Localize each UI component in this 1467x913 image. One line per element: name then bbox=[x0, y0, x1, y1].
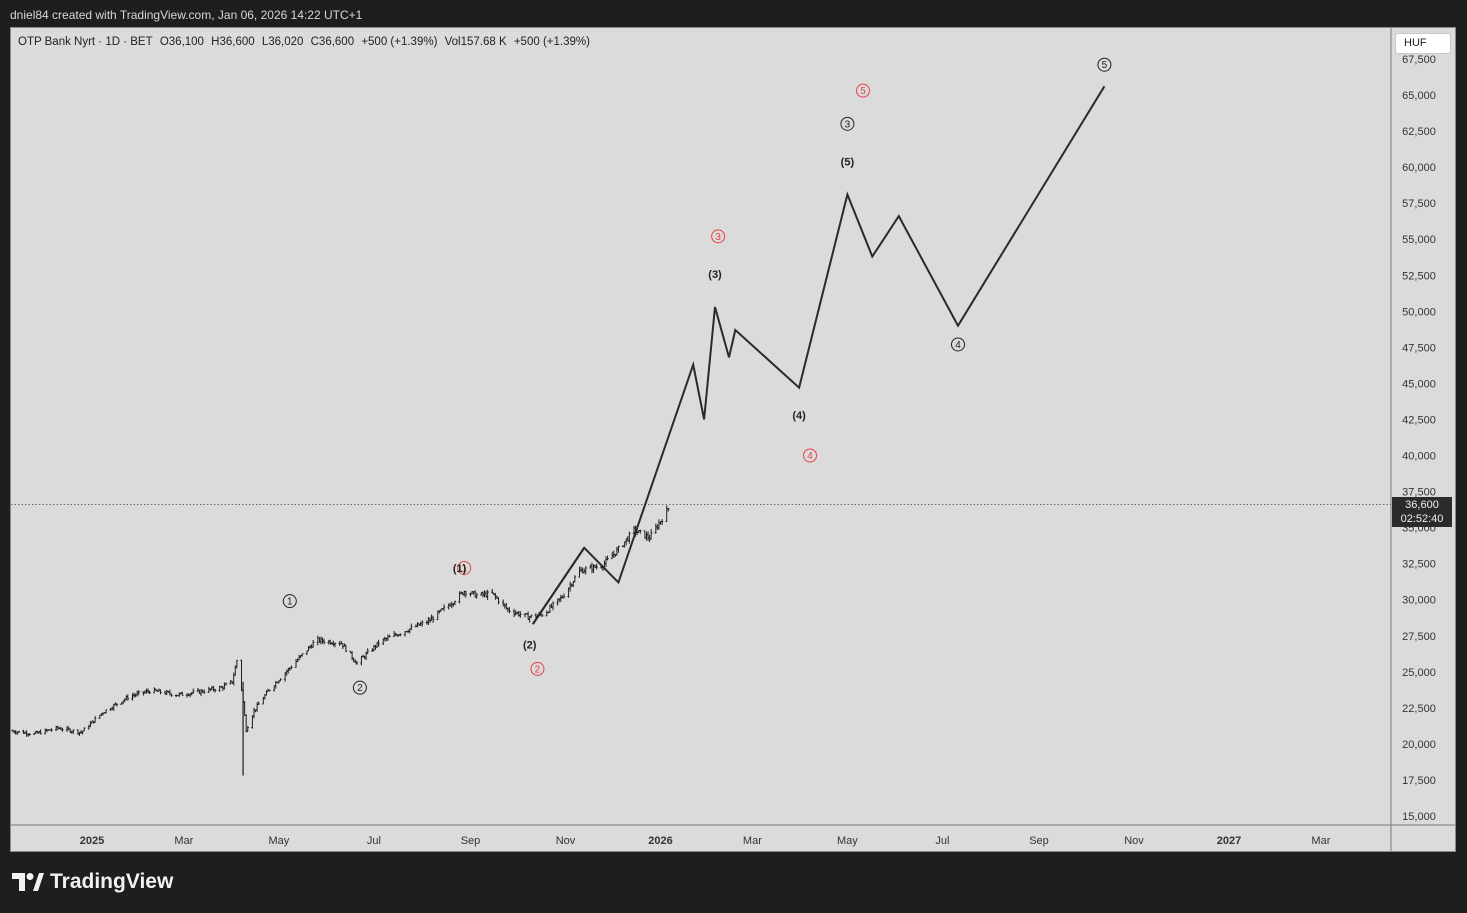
y-tick-label: 42,500 bbox=[1402, 414, 1436, 426]
wave-label: 3 bbox=[715, 232, 721, 243]
wave-label-circle bbox=[282, 594, 297, 609]
symbol-name[interactable]: OTP Bank Nyrt · 1D · BET bbox=[18, 36, 153, 48]
wave-label-circle bbox=[950, 337, 965, 352]
wave-label-circle bbox=[803, 448, 818, 463]
low-value: L36,020 bbox=[261, 36, 304, 48]
last-price-tag: 36,600 02:52:40 bbox=[1392, 497, 1452, 527]
wave-label-circle bbox=[711, 229, 726, 244]
volume-change-value: +500 (+1.39%) bbox=[513, 36, 590, 48]
x-tick-label: May bbox=[837, 835, 858, 847]
wave-label: 1 bbox=[461, 563, 467, 574]
last-price-value: 36,600 bbox=[1405, 499, 1439, 511]
x-tick-label: Jul bbox=[935, 835, 949, 847]
tradingview-logo-icon bbox=[12, 873, 44, 891]
elliott-wave-projection bbox=[531, 85, 1106, 625]
wave-label: 2 bbox=[357, 683, 363, 694]
y-tick-label: 27,500 bbox=[1402, 631, 1436, 643]
y-tick-label: 30,000 bbox=[1402, 595, 1436, 607]
wave-label: (4) bbox=[792, 410, 806, 422]
wave-label: (2) bbox=[523, 639, 537, 651]
y-tick-label: 45,000 bbox=[1402, 378, 1436, 390]
x-tick-label: 2026 bbox=[648, 835, 672, 847]
x-tick-label: 2027 bbox=[1217, 835, 1241, 847]
projection-path bbox=[531, 547, 586, 625]
y-tick-label: 60,000 bbox=[1402, 162, 1436, 174]
brand-name: TradingView bbox=[50, 870, 174, 893]
x-tick-label: Mar bbox=[174, 835, 193, 847]
y-tick-label: 25,000 bbox=[1402, 667, 1436, 679]
y-tick-label: 55,000 bbox=[1402, 234, 1436, 246]
wave-label-circle bbox=[840, 116, 855, 131]
open-value: O36,100 bbox=[159, 36, 204, 48]
candlestick-series bbox=[11, 505, 670, 776]
countdown-value: 02:52:40 bbox=[1400, 513, 1444, 525]
x-tick-label: Mar bbox=[1311, 835, 1330, 847]
wave-label-circle bbox=[855, 83, 870, 98]
chart-frame[interactable] bbox=[10, 27, 1456, 852]
wave-label: 3 bbox=[845, 119, 851, 130]
x-tick-label: Sep bbox=[461, 835, 481, 847]
y-tick-label: 65,000 bbox=[1402, 90, 1436, 102]
change-value: +500 (+1.39%) bbox=[361, 36, 438, 48]
y-tick-label: 37,500 bbox=[1402, 487, 1436, 499]
projection-path bbox=[531, 85, 1106, 625]
x-tick-label: 2025 bbox=[80, 835, 104, 847]
x-tick-label: Nov bbox=[556, 835, 576, 847]
y-tick-label: 40,000 bbox=[1402, 451, 1436, 463]
time-axis: 2025 Mar May Jul Sep Nov 2026 Mar May Jul Sep Nov 20… bbox=[80, 835, 1331, 847]
wave-label-circle bbox=[457, 560, 472, 575]
x-tick-label: Jul bbox=[367, 835, 381, 847]
wave-label-circle bbox=[1097, 57, 1112, 72]
wave-label: 5 bbox=[860, 86, 866, 97]
y-tick-label: 32,500 bbox=[1402, 559, 1436, 571]
wave-label-circle bbox=[530, 661, 545, 676]
high-value: H36,600 bbox=[211, 36, 255, 48]
volume-value: Vol157.68 K bbox=[444, 36, 507, 48]
close-value: C36,600 bbox=[310, 36, 355, 48]
price-axis: 67,500 65,000 62,500 60,000 57,500 55,000 52,5… bbox=[1402, 54, 1436, 823]
x-tick-label: May bbox=[269, 835, 290, 847]
symbol-legend: OTP Bank Nyrt · 1D · BET O36,100 H36,600… bbox=[18, 36, 594, 48]
y-tick-label: 15,000 bbox=[1402, 811, 1436, 823]
y-tick-label: 62,500 bbox=[1402, 126, 1436, 138]
y-tick-label: 20,000 bbox=[1402, 739, 1436, 751]
chart-credit: dniel84 created with TradingView.com, Ja… bbox=[10, 8, 363, 22]
wave-label: 5 bbox=[1102, 60, 1108, 71]
y-tick-label: 57,500 bbox=[1402, 198, 1436, 210]
chart-grid bbox=[11, 28, 1455, 851]
currency-button[interactable]: HUF bbox=[1395, 33, 1451, 54]
wave-label: 4 bbox=[955, 340, 961, 351]
y-tick-label: 52,500 bbox=[1402, 270, 1436, 282]
y-tick-label: 17,500 bbox=[1402, 775, 1436, 787]
x-tick-label: Sep bbox=[1029, 835, 1049, 847]
wave-label-circle bbox=[352, 680, 367, 695]
wave-label: 1 bbox=[287, 597, 293, 608]
wave-label: 2 bbox=[535, 664, 541, 675]
y-tick-label: 22,500 bbox=[1402, 703, 1436, 715]
wave-label: (1) bbox=[453, 563, 467, 575]
y-tick-label: 67,500 bbox=[1402, 54, 1436, 66]
brand-logo[interactable]: TradingView bbox=[12, 870, 173, 894]
y-tick-label: 50,000 bbox=[1402, 306, 1436, 318]
y-tick-label: 47,500 bbox=[1402, 342, 1436, 354]
wave-label: 4 bbox=[807, 451, 813, 462]
x-tick-label: Mar bbox=[743, 835, 762, 847]
x-tick-label: Nov bbox=[1124, 835, 1144, 847]
wave-label: (5) bbox=[841, 156, 855, 168]
wave-label: (3) bbox=[708, 269, 722, 281]
